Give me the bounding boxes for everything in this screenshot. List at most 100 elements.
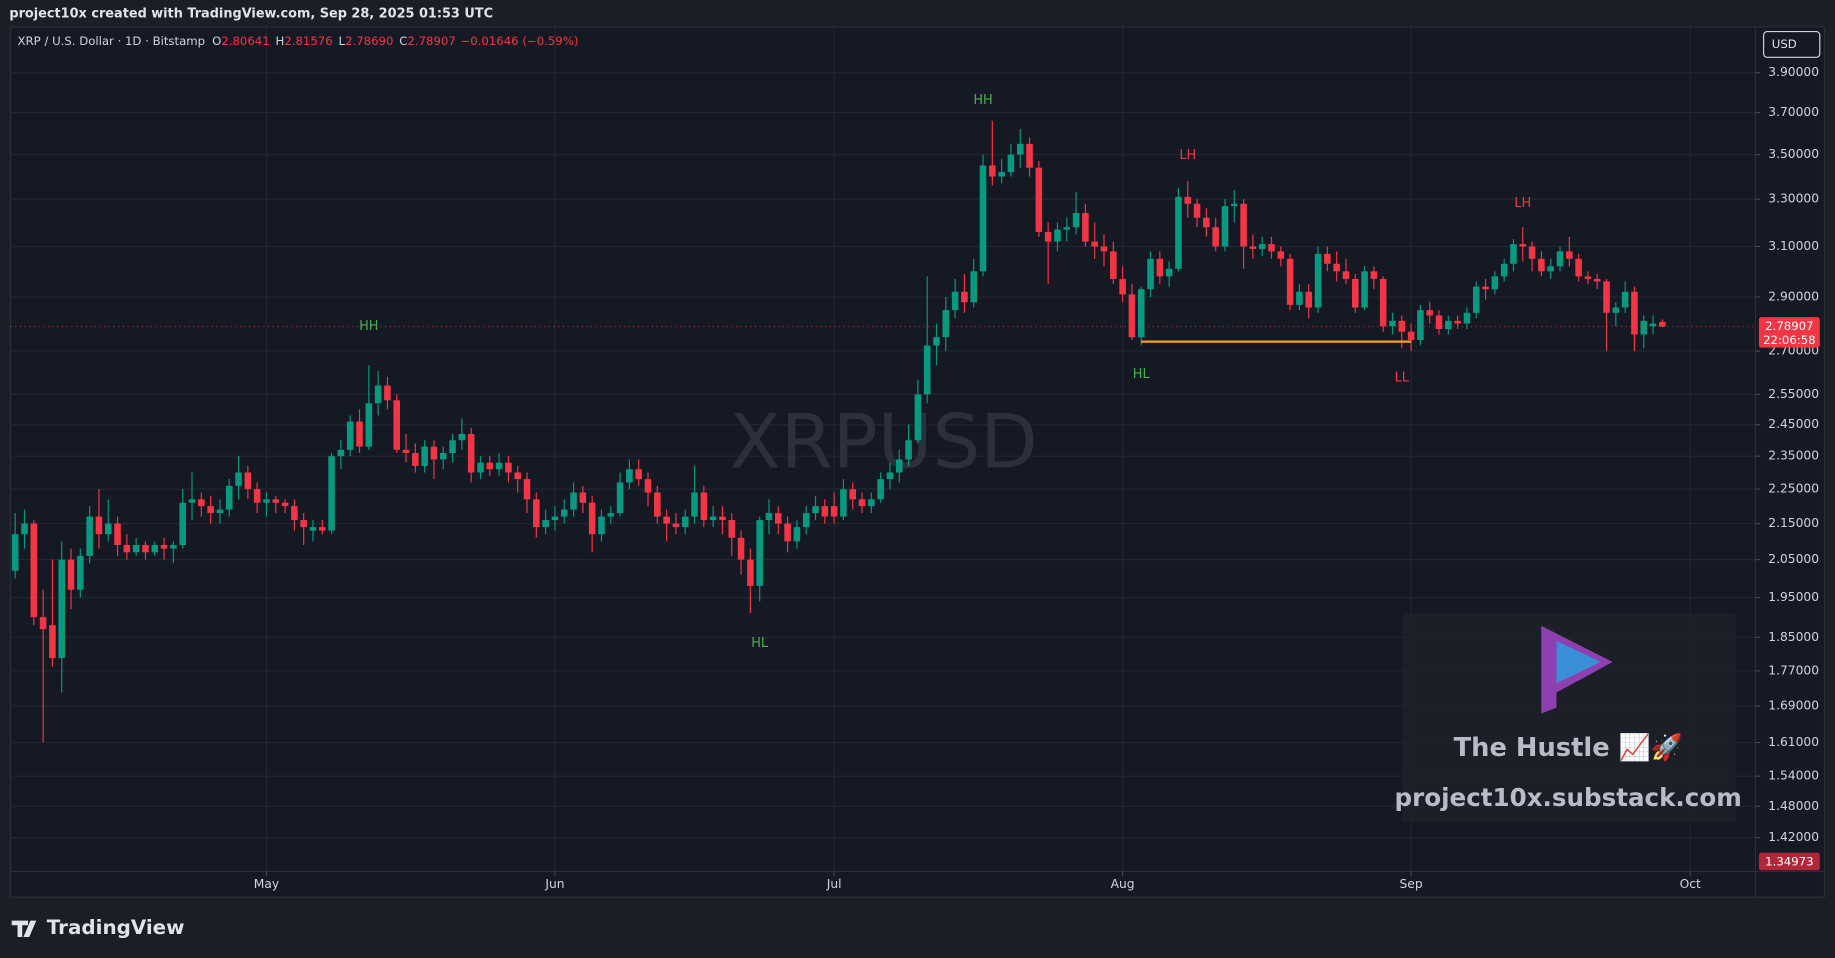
candle-body <box>663 516 670 524</box>
candle-body <box>914 394 922 441</box>
candle-body <box>1324 253 1331 264</box>
candle-body <box>514 472 521 480</box>
candle-body <box>1063 227 1071 230</box>
candle-body <box>1119 278 1126 295</box>
candle-body <box>1156 258 1164 277</box>
annotation: HH <box>359 319 378 334</box>
candle-body <box>1491 276 1499 290</box>
x-tick-label: Jul <box>826 877 842 891</box>
candle-body <box>1649 323 1657 327</box>
low-label: 1.34973 <box>1765 855 1813 869</box>
candle-body <box>784 523 791 542</box>
candle-body <box>291 506 298 521</box>
candle-body <box>1584 276 1592 279</box>
candle-body <box>1110 251 1117 279</box>
candle-body <box>588 502 596 535</box>
y-tick-label: 1.42000 <box>1768 830 1819 844</box>
currency[interactable]: USD <box>1772 37 1797 51</box>
candle-body <box>365 403 373 447</box>
candle-body <box>616 482 624 514</box>
candle-body <box>551 516 559 521</box>
candle-body <box>579 492 587 503</box>
candle-body <box>1175 196 1182 269</box>
candle-body <box>430 446 438 460</box>
candle-body <box>1221 206 1229 247</box>
header: project10x created with TradingView.com,… <box>9 7 493 22</box>
candle-body <box>49 625 56 659</box>
candle-body <box>337 449 345 457</box>
y-tick-label: 1.69000 <box>1768 698 1819 712</box>
candle-body <box>402 449 410 453</box>
candle-body <box>1137 289 1145 338</box>
candle-body <box>1631 291 1638 335</box>
candle-body <box>719 516 726 521</box>
candle-body <box>1407 331 1415 340</box>
y-tick-label: 3.50000 <box>1768 147 1819 161</box>
currency-button[interactable] <box>1763 30 1821 58</box>
candle-body <box>1361 271 1368 308</box>
candle-body <box>104 523 112 535</box>
candle-body <box>654 492 661 517</box>
candle-body <box>942 310 950 338</box>
y-tick-label: 1.61000 <box>1768 735 1819 749</box>
candle-body <box>467 433 475 473</box>
last-price-box <box>1758 317 1820 348</box>
candle-body <box>495 462 503 470</box>
candle-body <box>1277 251 1285 259</box>
candle-body <box>1184 196 1192 204</box>
candle-body <box>672 523 680 528</box>
candle-body <box>961 291 968 303</box>
x-tick-label: Oct <box>1680 877 1701 891</box>
x-tick-label: Aug <box>1111 877 1135 891</box>
candle-body <box>560 509 568 517</box>
footer: TradingView <box>47 916 185 939</box>
candle-body <box>1212 227 1219 247</box>
candle-body <box>840 489 847 517</box>
candle-body <box>30 523 38 618</box>
candle-body <box>1044 231 1052 242</box>
low-label-box <box>1758 852 1820 871</box>
y-tick-label: 3.70000 <box>1768 105 1819 119</box>
candle-body <box>1463 312 1471 324</box>
candle-body <box>458 433 466 441</box>
candle-body <box>709 516 717 521</box>
candle-body <box>77 555 84 590</box>
candle-body <box>439 452 447 460</box>
candle-body <box>802 513 810 528</box>
candle-body <box>523 479 531 500</box>
annotation: HL <box>751 636 769 651</box>
candle-body <box>1370 271 1378 279</box>
candle-body <box>1305 291 1313 308</box>
candle-body <box>95 516 103 535</box>
candle-body <box>542 520 549 528</box>
candle-body <box>830 506 838 517</box>
candle-body <box>58 559 65 659</box>
candle-body <box>39 617 47 630</box>
candle-body <box>970 271 977 303</box>
candle-body <box>1342 271 1350 279</box>
y-tick-label: 1.54000 <box>1768 769 1819 783</box>
y-tick-label: 2.15000 <box>1768 516 1819 530</box>
candle-body <box>1510 244 1517 264</box>
candle-body <box>1593 278 1601 282</box>
candle-body <box>1333 263 1340 272</box>
symbol: XRP / U.S. Dollar · 1D · Bitstamp <box>18 33 206 47</box>
candle-body <box>1538 258 1545 272</box>
candle-body <box>356 421 363 447</box>
candle-body <box>1612 307 1620 313</box>
x-tick-label: Sep <box>1400 877 1423 891</box>
candle-body <box>812 506 819 514</box>
candle-body <box>1231 203 1238 207</box>
y-tick-label: 1.85000 <box>1768 630 1819 644</box>
grid <box>10 26 1756 872</box>
candle-body <box>477 462 484 473</box>
promo-title: The Hustle 📈🚀 <box>1454 732 1683 763</box>
x-tick-label: Jun <box>544 877 564 891</box>
candle-body <box>188 499 196 503</box>
candle-body <box>877 479 884 500</box>
candle-body <box>1640 320 1648 335</box>
candle-body <box>765 513 773 521</box>
candle-body <box>1519 244 1527 247</box>
candle-body <box>998 172 1005 177</box>
